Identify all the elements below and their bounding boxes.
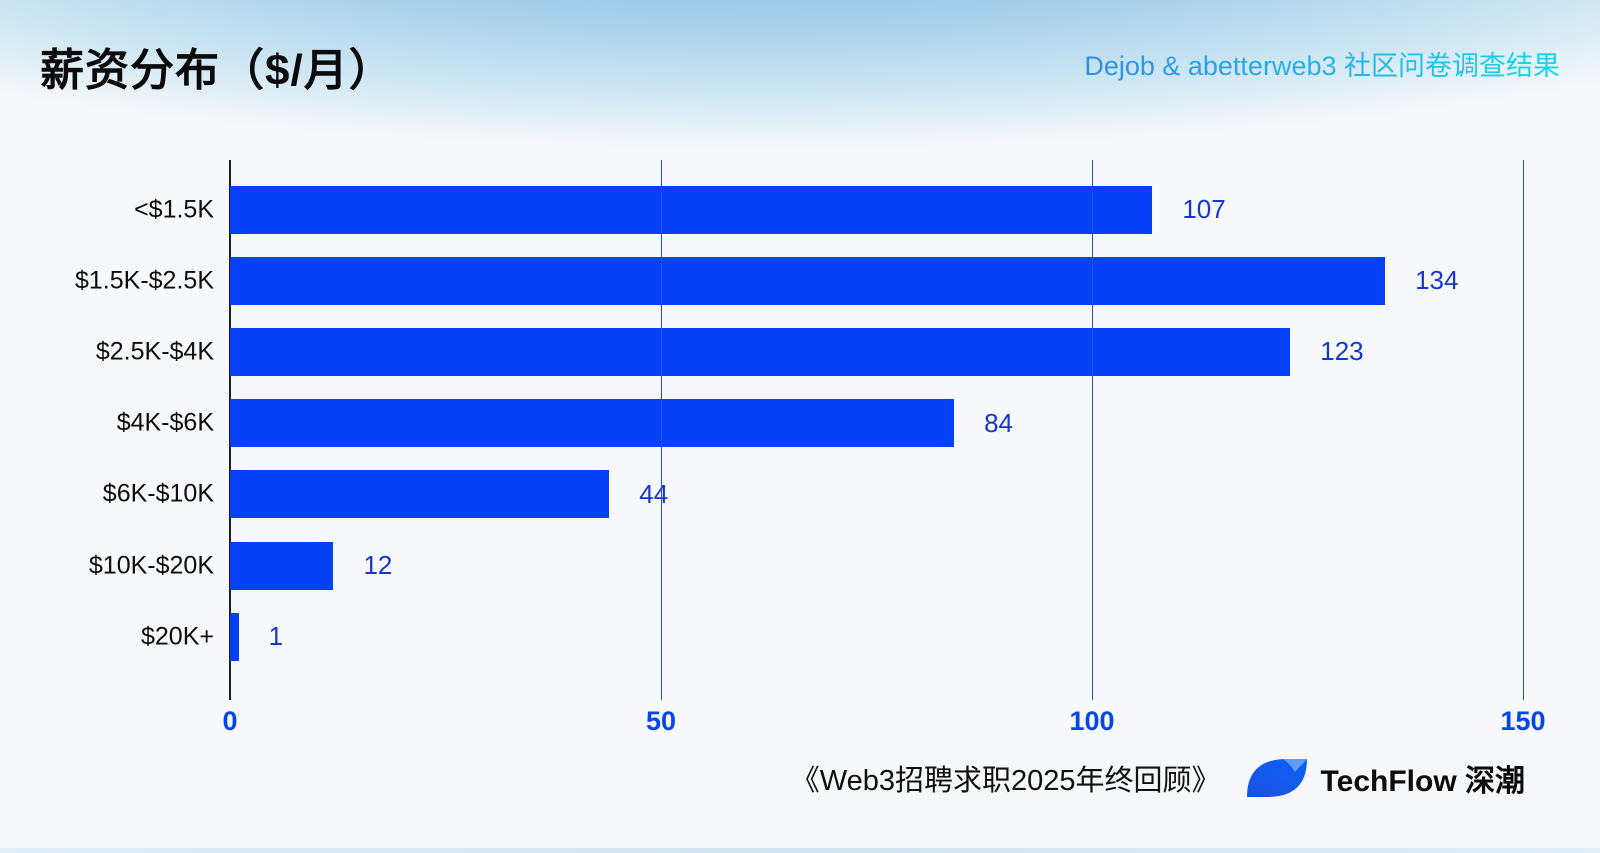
bar-rows: <$1.5K 107 $1.5K-$2.5K 134 $2.5K-$4K 123 $4K-$… [75, 174, 1523, 672]
brand: TechFlow 深潮 [1245, 756, 1525, 800]
techflow-leaf-logo-icon [1245, 757, 1309, 799]
value-label: 1 [268, 621, 284, 652]
report-title: 《Web3招聘求职2025年终回顾》 [790, 765, 1221, 797]
brand-name: TechFlow 深潮 [1320, 765, 1525, 798]
gridline-150 [1523, 160, 1524, 700]
value-label: 123 [1320, 336, 1364, 367]
category-label: $20K+ [141, 622, 214, 651]
bar-row: $20K+ 1 [141, 601, 1523, 672]
bar-row: <$1.5K 107 [134, 174, 1523, 245]
value-label: 134 [1415, 265, 1459, 296]
x-tick-label-150: 150 [1500, 706, 1546, 736]
value-label: 107 [1182, 194, 1226, 225]
bar [230, 327, 1291, 376]
value-label: 84 [984, 407, 1013, 438]
survey-source-subtitle: Dejob & abetterweb3 社区问卷调查结果 [1084, 44, 1560, 83]
bar [230, 399, 955, 448]
bar [230, 256, 1386, 305]
gridline-100 [1092, 160, 1093, 700]
bar [230, 185, 1153, 234]
bar [230, 470, 610, 519]
category-label: $10K-$20K [88, 551, 214, 580]
gridline-50 [661, 160, 662, 700]
bar-row: $2.5K-$4K 123 [96, 316, 1523, 387]
value-label: 12 [363, 550, 393, 581]
x-tick-label-100: 100 [1069, 706, 1115, 736]
bar-row: $10K-$20K 12 [89, 530, 1523, 601]
bar [230, 541, 334, 590]
x-tick-label-50: 50 [645, 706, 677, 736]
category-label: $6K-$10K [102, 479, 214, 508]
value-label: 44 [639, 478, 669, 509]
page-title: 薪资分布（$/月） [40, 46, 394, 95]
footer: 《Web3招聘求职2025年终回顾》 TechFlow 深潮 [791, 750, 1525, 806]
bar-row: $1.5K-$2.5K 134 [75, 245, 1523, 316]
category-label: <$1.5K [134, 195, 214, 224]
category-label: $1.5K-$2.5K [75, 266, 214, 295]
bottom-decor-strip [0, 848, 1600, 853]
bar-row: $4K-$6K 84 [117, 388, 1523, 459]
x-tick-label-0: 0 [222, 706, 238, 736]
chart: <$1.5K 107 $1.5K-$2.5K 134 $2.5K-$4K 123 $4K-$… [75, 160, 1546, 736]
category-label: $2.5K-$4K [95, 337, 214, 366]
bar [230, 612, 239, 661]
bar-row: $6K-$10K 44 [103, 459, 1523, 530]
category-label: $4K-$6K [116, 408, 214, 437]
